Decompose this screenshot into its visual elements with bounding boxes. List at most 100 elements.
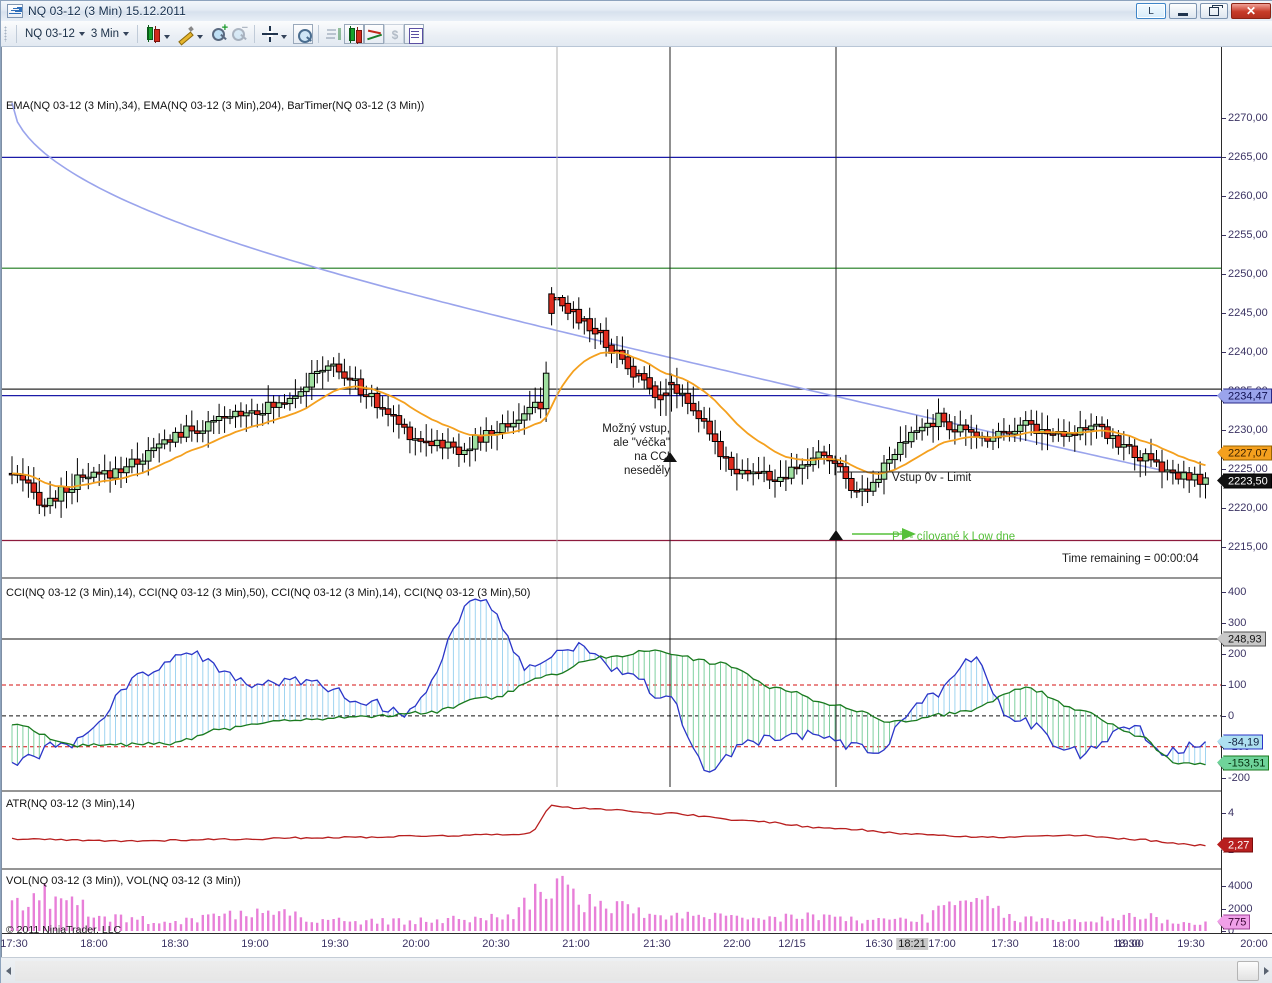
chevron-down-icon[interactable] [196, 34, 203, 39]
scrollbar-thumb[interactable] [1237, 960, 1259, 981]
chart-graphics [2, 47, 1221, 931]
time-tick: 16:30 [865, 938, 893, 950]
instrument-selector[interactable]: NQ 03-12 [22, 26, 88, 42]
atr-panel-title: ATR(NQ 03-12 (3 Min),14) [6, 798, 135, 810]
price-tick: 2255,00 [1222, 229, 1268, 242]
time-tick: 21:00 [562, 938, 590, 950]
time-tick: 17:30 [0, 938, 28, 950]
cci-tag: -84,19 [1217, 734, 1264, 750]
instrument-label: NQ 03-12 [25, 27, 75, 40]
chart-icon [7, 4, 23, 18]
chevron-down-icon[interactable] [280, 34, 287, 39]
drawing-pencil-icon[interactable] [176, 24, 196, 44]
crosshair-time-label: 18:21 [896, 938, 928, 950]
vol-tick: 2000 [1221, 902, 1253, 915]
price-tick: 2260,00 [1222, 190, 1268, 203]
plot-region[interactable]: EMA(NQ 03-12 (3 Min),34), EMA(NQ 03-12 (… [2, 47, 1221, 933]
vol-panel-title: VOL(NQ 03-12 (3 Min)), VOL(NQ 03-12 (3 M… [6, 875, 241, 887]
chart-type-icon[interactable] [343, 23, 364, 44]
cci-tick: 300 [1221, 617, 1247, 630]
cci-tag: 248,93 [1217, 631, 1266, 647]
time-tick: 19:30 [321, 938, 349, 950]
time-tick: 12/15 [778, 938, 806, 950]
time-tick: 19:00 [241, 938, 269, 950]
window-buttons: L ✕ [1136, 3, 1271, 19]
price-tag-last: 2223,50 [1217, 473, 1272, 489]
chevron-down-icon [78, 31, 85, 36]
time-tick: 17:00 [928, 938, 956, 950]
title-bar: NQ 03-12 (3 Min) 15.12.2011 L ✕ [1, 1, 1272, 21]
zoom-out-icon[interactable]: − [229, 22, 249, 44]
data-series-icon[interactable] [324, 24, 344, 44]
scroll-right-icon[interactable] [1259, 959, 1272, 983]
chevron-down-icon[interactable] [163, 34, 170, 39]
interval-selector[interactable]: 3 Min [88, 26, 132, 42]
zoom-in-icon[interactable]: + [209, 22, 229, 44]
atr-tick: 4 [1221, 807, 1235, 820]
time-tick: 20:30 [482, 938, 510, 950]
cci-tick: -200 [1221, 771, 1251, 784]
price-tick: 2250,00 [1222, 268, 1268, 281]
window-title: NQ 03-12 (3 Min) 15.12.2011 [28, 4, 186, 18]
restore-button[interactable] [1200, 3, 1228, 19]
time-tick: 18:00 [80, 938, 108, 950]
time-tick: 19:30 [1177, 938, 1205, 950]
toolbar-separator [253, 24, 255, 43]
time-tick: 20:00 [402, 938, 430, 950]
strategy-icon[interactable] [383, 23, 405, 45]
close-button[interactable]: ✕ [1231, 3, 1271, 19]
price-tick: 2230,00 [1222, 424, 1268, 437]
price-tick: 2215,00 [1222, 541, 1268, 554]
time-tick: 21:30 [643, 938, 671, 950]
time-tick: 20:00 [1240, 938, 1268, 950]
lock-button[interactable]: L [1136, 3, 1166, 19]
price-panel-title: EMA(NQ 03-12 (3 Min),34), EMA(NQ 03-12 (… [6, 100, 425, 112]
indicator-icon[interactable] [363, 23, 384, 44]
copyright-text: © 2011 NinjaTrader, LLC [6, 924, 122, 933]
price-tick: 2220,00 [1222, 502, 1268, 515]
horizontal-scrollbar[interactable] [1, 957, 1272, 983]
price-tag-ema204: 2234,47 [1217, 388, 1272, 404]
entry-label-annotation: Vstup 0v - Limit [892, 472, 972, 484]
scrollbar-track[interactable] [15, 960, 1259, 981]
time-tick: 18:30 [161, 938, 189, 950]
price-tick: 2270,00 [1222, 112, 1268, 125]
cci-tick: 400 [1221, 586, 1247, 599]
time-tick: 22:00 [723, 938, 751, 950]
candlestick-style-icon[interactable] [143, 24, 163, 44]
time-tick: 18:00 [1052, 938, 1080, 950]
bar-timer-text: Time remaining = 00:00:04 [1062, 553, 1199, 565]
cci-tag: -153,51 [1217, 755, 1270, 771]
time-axis[interactable]: 17:30 18:00 18:30 19:00 19:30 20:00 20:30 21:00… [0, 933, 1272, 957]
price-tick: 2225,00 [1222, 463, 1268, 476]
time-tick: 17:30 [991, 938, 1019, 950]
chart-toolbar: NQ 03-12 3 Min + − [1, 21, 1272, 47]
magnifier-icon[interactable] [292, 23, 313, 44]
pt-label-annotation: PT - cílované k Low dne [892, 531, 1016, 543]
time-tick: 18:30 [1113, 938, 1141, 950]
toolbar-grip[interactable] [4, 25, 7, 42]
price-tick: 2245,00 [1222, 307, 1268, 320]
toolbar-separator [136, 24, 138, 43]
chevron-down-icon [122, 31, 129, 36]
price-tag-ema34: 2227,07 [1217, 445, 1272, 461]
toolbar-separator [317, 24, 319, 43]
minimize-button[interactable] [1169, 3, 1197, 19]
price-axis[interactable]: 2270,00 2265,00 2260,00 2255,00 2250,00 2245,… [1217, 47, 1272, 937]
toolbar-separator [16, 24, 17, 43]
properties-icon[interactable] [403, 23, 424, 44]
atr-tag: 2,27 [1217, 837, 1254, 853]
cci-panel-title: CCI(NQ 03-12 (3 Min),14), CCI(NQ 03-12 (… [6, 587, 531, 599]
price-tick: 2265,00 [1222, 151, 1268, 164]
cci-tick: 200 [1221, 648, 1247, 661]
price-tick: 2240,00 [1222, 346, 1268, 359]
cci-tick: 0 [1221, 709, 1235, 722]
crosshair-icon[interactable] [260, 24, 280, 44]
time-tick: 19:00 [1116, 938, 1144, 950]
interval-label: 3 Min [90, 27, 119, 40]
chart-area[interactable]: EMA(NQ 03-12 (3 Min),34), EMA(NQ 03-12 (… [0, 47, 1272, 957]
vol-tick: 4000 [1221, 880, 1253, 893]
cci-tick: 100 [1221, 679, 1247, 691]
scroll-left-icon[interactable] [1, 959, 15, 983]
